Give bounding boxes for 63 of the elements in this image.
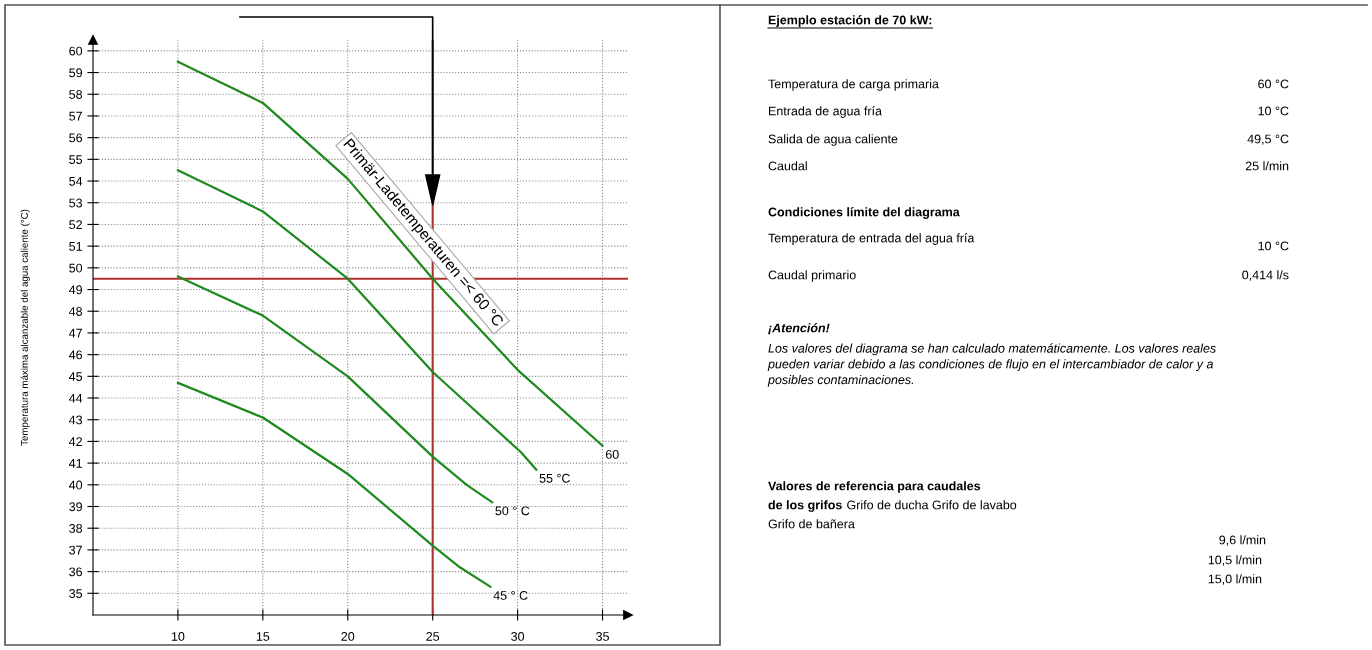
annotation: 55 °C — [539, 473, 570, 483]
y-tick-label: 59 — [69, 68, 82, 78]
text: 10 °C — [1258, 241, 1289, 251]
y-tick-label: 42 — [68, 437, 82, 446]
y-tick-label: 49 — [68, 285, 82, 295]
y-tick-label: 40 — [68, 480, 83, 490]
text: 25 l/min — [1245, 161, 1289, 171]
text: Condiciones límite del diagrama — [768, 207, 960, 219]
annotation: 45 ° C — [493, 591, 528, 600]
y-tick-label: 56 — [69, 133, 83, 143]
text: ¡Atención! — [768, 323, 830, 335]
line-series — [176, 275, 494, 504]
y-tick-label: 55 — [69, 155, 83, 164]
y-tick-label: 43 — [68, 415, 83, 425]
x-tick-label: 20 — [341, 632, 355, 641]
text: Valores de referencia para caudales — [768, 481, 981, 493]
y-tick-label: 60 — [69, 46, 83, 56]
y-tick-label: 41 — [68, 459, 82, 468]
text: Grifo de bañera — [768, 519, 855, 529]
text: Grifo de ducha Grifo de lavabo — [847, 500, 1017, 510]
text: 10,5 l/min — [1208, 555, 1262, 566]
y-tick-label: 48 — [68, 307, 83, 316]
x-tick-label: 25 — [426, 632, 440, 641]
line-series — [176, 60, 604, 447]
y-tick-label: 47 — [68, 328, 82, 338]
x-tick-label: 35 — [596, 632, 609, 641]
text: 0,414 l/s — [1242, 270, 1289, 281]
text: Entrada de agua fría — [769, 106, 882, 118]
y-tick-label: 54 — [69, 176, 83, 186]
x-tick-label: 10 — [171, 632, 185, 641]
text: de los grifos — [768, 500, 842, 512]
y-tick-label: 57 — [69, 111, 82, 121]
text: 49,5 °C — [1247, 134, 1289, 145]
x-tick-label: 30 — [511, 632, 525, 641]
y-tick-label: 53 — [69, 198, 83, 208]
text: Caudal — [768, 161, 807, 171]
x-tick-label: 15 — [256, 632, 270, 641]
y-axis-title: Temperatura máxima alcanzable del agua caliente (°C) — [20, 209, 30, 446]
y-tick-label: 36 — [69, 567, 83, 577]
y-tick-label: 35 — [69, 589, 83, 598]
y-tick-label: 37 — [69, 545, 82, 555]
text: 60 °C — [1258, 79, 1289, 89]
line-series — [176, 381, 492, 588]
y-tick-label: 58 — [69, 90, 83, 99]
text: 15,0 l/min — [1208, 574, 1262, 585]
text: Temperatura de carga primaria — [768, 79, 939, 91]
y-tick-label: 52 — [69, 220, 82, 230]
y-tick-label: 46 — [68, 350, 83, 360]
text: 10 °C — [1258, 106, 1289, 116]
annotation: 60 — [605, 449, 619, 459]
text: Salida de agua caliente — [768, 134, 898, 146]
text: Ejemplo estación de 70 kW: — [768, 15, 932, 27]
y-tick-label: 45 — [68, 372, 83, 381]
y-tick-label: 44 — [68, 393, 83, 403]
y-tick-label: 51 — [69, 242, 82, 251]
y-tick-label: 38 — [69, 524, 83, 533]
text: Temperatura de entrada del agua fría — [768, 233, 975, 245]
y-tick-label: 50 — [69, 263, 83, 273]
y-tick-label: 39 — [69, 502, 82, 512]
text: Los valores del diagrama se han calculado matemáticamente. Los valores reales pueden variar debido a las condiciones de flujo en el intercambiador de calor y a posibles contaminaciones. — [767, 343, 1216, 387]
text: Caudal primario — [768, 270, 856, 282]
text: 9,6 l/min — [1219, 535, 1266, 546]
annotation: 50 ° C — [495, 506, 530, 516]
